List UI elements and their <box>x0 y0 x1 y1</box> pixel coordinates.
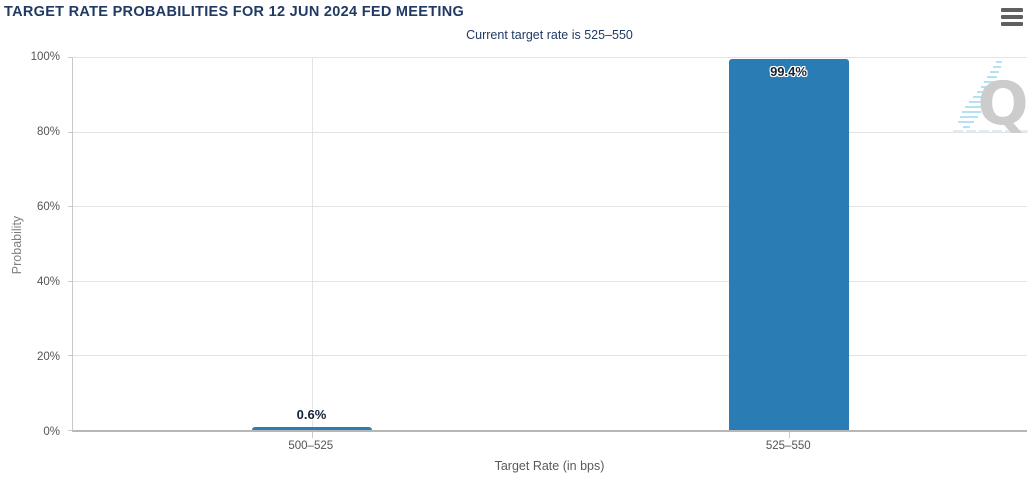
gridline-horizontal <box>73 57 1027 58</box>
probability-bar[interactable] <box>251 427 372 430</box>
y-tick-label: 0% <box>43 426 60 438</box>
y-tick-label: 80% <box>36 126 60 138</box>
probability-bar[interactable]: 99.4% <box>728 59 849 430</box>
y-axis-tick <box>68 57 73 58</box>
y-tick-label: 40% <box>36 276 60 288</box>
chart-subtitle: Current target rate is 525–550 <box>466 28 633 42</box>
category-band: 99.4% <box>550 57 1027 438</box>
x-axis-tick <box>788 432 790 438</box>
gridline-horizontal <box>73 206 1027 208</box>
bar-value-label: 99.4% <box>770 64 807 80</box>
x-axis-title: Target Rate (in bps) <box>494 459 605 473</box>
y-tick-label: 20% <box>36 351 60 363</box>
y-tick-label: 60% <box>36 201 60 213</box>
x-axis-tick <box>311 432 313 438</box>
chart-title: TARGET RATE PROBABILITIES FOR 12 JUN 202… <box>4 4 465 20</box>
y-axis-tick <box>68 131 73 133</box>
gridline-horizontal <box>73 131 1027 133</box>
y-axis-tick <box>68 355 73 357</box>
hamburger-bar <box>1001 8 1023 12</box>
y-axis-tick <box>68 430 73 431</box>
gridline-horizontal <box>73 280 1027 282</box>
hamburger-bar <box>1001 22 1023 26</box>
y-axis-labels: 0% 20% 40% 60% 80% 100% <box>0 51 64 438</box>
x-tick-label: 525–550 <box>765 440 811 452</box>
gridline-horizontal <box>73 355 1027 357</box>
y-tick-label: 100% <box>30 51 60 63</box>
plot-area: 0.6% 99.4% <box>68 57 1027 438</box>
bar-value-label: 0.6% <box>296 406 327 422</box>
y-axis-tick <box>68 280 73 282</box>
category-band: 0.6% <box>73 57 550 438</box>
x-tick-label: 500–525 <box>288 440 334 452</box>
y-axis-tick <box>68 206 73 208</box>
hamburger-menu-icon[interactable] <box>1001 7 1025 27</box>
gridline-vertical <box>311 57 313 430</box>
hamburger-bar <box>1001 15 1023 19</box>
x-axis-labels: 500–525 525–550 <box>72 440 1027 456</box>
